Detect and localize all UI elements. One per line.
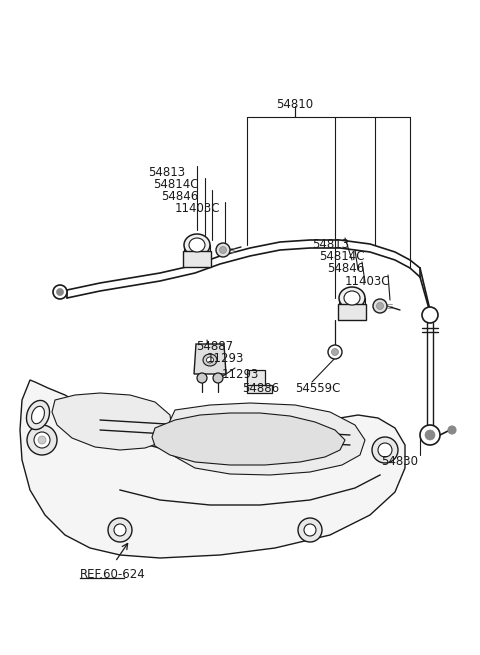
Polygon shape (152, 413, 345, 465)
Circle shape (376, 303, 384, 310)
Text: 54810: 54810 (276, 98, 313, 111)
Circle shape (425, 430, 435, 440)
Polygon shape (52, 393, 172, 450)
Circle shape (448, 426, 456, 434)
Polygon shape (338, 304, 366, 320)
Circle shape (328, 345, 342, 359)
Polygon shape (20, 380, 405, 558)
Ellipse shape (26, 400, 49, 430)
Ellipse shape (344, 291, 360, 305)
Polygon shape (165, 403, 365, 475)
Text: 54886: 54886 (242, 382, 279, 395)
Circle shape (53, 285, 67, 299)
Circle shape (422, 307, 438, 323)
Ellipse shape (189, 238, 205, 252)
Circle shape (372, 437, 398, 463)
Ellipse shape (203, 354, 217, 366)
Text: 11293: 11293 (222, 368, 259, 381)
Circle shape (298, 518, 322, 542)
Circle shape (38, 436, 46, 444)
Text: 54846: 54846 (161, 190, 198, 203)
Text: 54813: 54813 (312, 238, 349, 251)
Ellipse shape (339, 287, 365, 309)
Text: 11403C: 11403C (345, 275, 391, 288)
Text: 11293: 11293 (207, 352, 244, 365)
Circle shape (197, 373, 207, 383)
Polygon shape (183, 251, 211, 267)
Ellipse shape (206, 357, 214, 363)
Circle shape (213, 373, 223, 383)
Polygon shape (247, 385, 272, 393)
Circle shape (34, 432, 50, 448)
Polygon shape (247, 370, 265, 388)
Text: 54846: 54846 (327, 262, 364, 275)
Circle shape (304, 524, 316, 536)
Circle shape (373, 299, 387, 313)
Circle shape (378, 443, 392, 457)
Text: 54830: 54830 (382, 455, 419, 468)
Text: 54813: 54813 (148, 166, 185, 179)
Circle shape (420, 425, 440, 445)
Text: 54559C: 54559C (295, 382, 340, 395)
Ellipse shape (32, 406, 45, 424)
Circle shape (27, 425, 57, 455)
Text: 54814C: 54814C (153, 178, 199, 191)
Circle shape (216, 243, 230, 257)
Polygon shape (194, 344, 226, 374)
Circle shape (108, 518, 132, 542)
Circle shape (114, 524, 126, 536)
Text: REF.60-624: REF.60-624 (80, 568, 146, 581)
Text: 54887: 54887 (196, 340, 233, 353)
Text: 54814C: 54814C (319, 250, 364, 263)
Circle shape (57, 288, 63, 295)
Ellipse shape (184, 234, 210, 256)
Circle shape (219, 246, 227, 253)
Circle shape (332, 348, 338, 356)
Text: 11403C: 11403C (175, 202, 220, 215)
